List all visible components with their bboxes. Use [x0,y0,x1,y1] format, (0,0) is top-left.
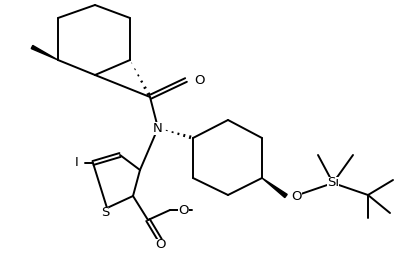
Text: I: I [75,156,79,169]
Text: N: N [153,122,163,135]
Text: O: O [291,190,302,203]
Text: O: O [194,73,204,86]
Text: O: O [156,239,166,251]
Text: O: O [178,203,188,217]
Polygon shape [262,178,287,198]
Polygon shape [31,45,58,60]
Text: Si: Si [327,177,339,189]
Text: S: S [101,206,109,219]
